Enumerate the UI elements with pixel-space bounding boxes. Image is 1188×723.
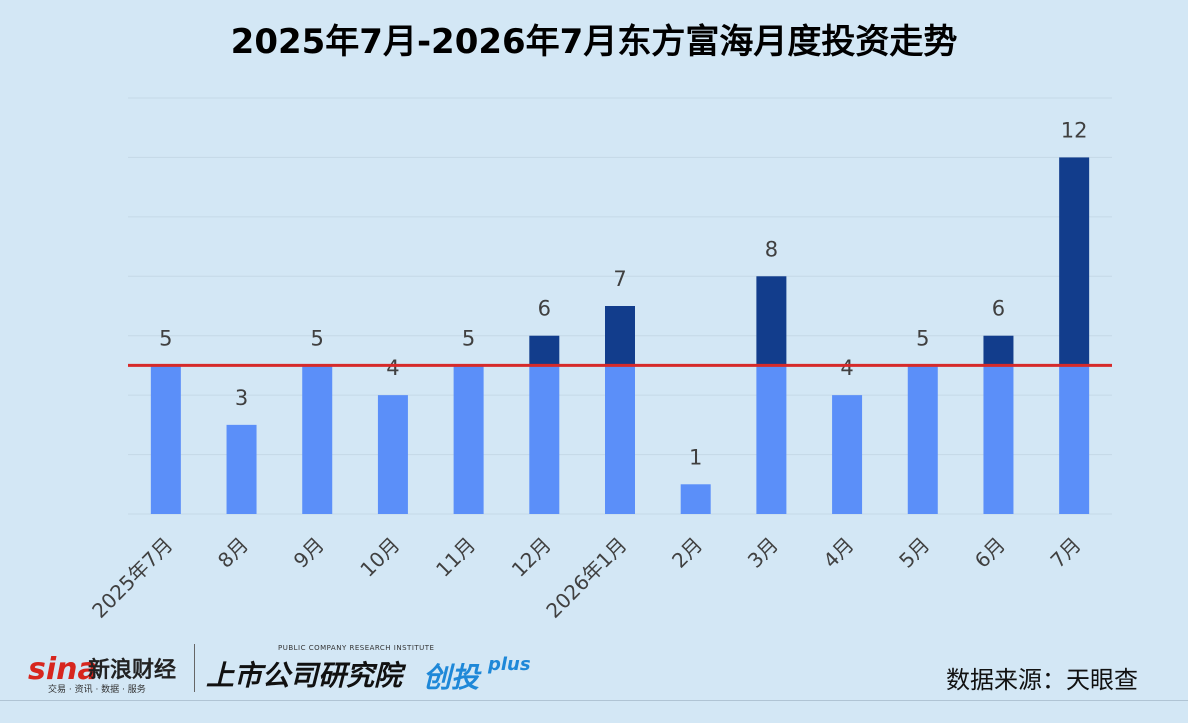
- bar-base: [832, 395, 863, 514]
- data-label: 1: [689, 445, 702, 469]
- x-tick-label: 8月: [213, 533, 253, 573]
- data-source: 数据来源：天眼查: [946, 666, 1138, 694]
- bar-excess: [605, 306, 635, 366]
- x-tick-label: 2025年7月: [87, 533, 177, 623]
- data-label: 7: [613, 267, 626, 291]
- brand-divider: [194, 644, 195, 692]
- x-tick-label: 10月: [355, 533, 404, 582]
- bottom-divider: [0, 700, 1188, 701]
- data-label: 8: [765, 237, 778, 261]
- bar-base: [150, 365, 181, 514]
- data-label: 6: [992, 297, 1005, 321]
- x-tick-label: 9月: [289, 533, 329, 573]
- x-tick-label: 3月: [743, 533, 783, 573]
- x-tick-label: 2月: [667, 533, 707, 573]
- data-label: 5: [159, 326, 172, 350]
- x-tick-label: 12月: [507, 533, 556, 582]
- data-label: 5: [311, 326, 324, 350]
- brand-subtitle: PUBLIC COMPANY RESEARCH INSTITUTE: [278, 644, 435, 652]
- bar-base: [756, 365, 787, 514]
- bar-excess: [983, 335, 1014, 366]
- data-labels: 5 3 5 4 5 6 7 1 8 4 5 6 12: [159, 118, 1087, 469]
- bar-excess: [756, 276, 787, 366]
- bars: [150, 157, 1090, 514]
- bar-base: [529, 365, 560, 514]
- x-tick-label: 11月: [431, 533, 480, 582]
- data-label: 3: [235, 386, 248, 410]
- x-tick-label: 7月: [1046, 533, 1086, 573]
- x-tick-label: 2026年1月: [541, 533, 631, 623]
- bar-excess: [529, 335, 560, 366]
- research-institute-name: 上市公司研究院: [206, 659, 403, 692]
- chart-title: 2025年7月-2026年7月东方富海月度投资走势: [230, 22, 958, 62]
- bar-base: [302, 365, 333, 514]
- venture-brand-plus: plus: [488, 654, 531, 675]
- bar-base: [226, 424, 257, 514]
- bar-base: [680, 484, 711, 514]
- sina-tagline: 交易 · 资讯 · 数据 · 服务: [48, 685, 146, 695]
- data-label: 4: [386, 356, 399, 380]
- data-label: 6: [538, 297, 551, 321]
- sina-finance-name: 新浪财经: [88, 658, 177, 683]
- venture-brand: 创投: [423, 661, 480, 694]
- data-label: 12: [1061, 118, 1088, 142]
- bar-excess: [1059, 157, 1090, 366]
- x-tick-label: 4月: [818, 533, 858, 573]
- data-label: 5: [916, 326, 929, 350]
- data-label: 4: [840, 356, 853, 380]
- bar-base: [907, 365, 938, 514]
- sina-logo: sina: [28, 652, 98, 687]
- bar-chart: 5 3 5 4 5 6 7 1 8 4 5 6 12 2025年7月 8月 9月 10月 11月 12月2026年…: [87, 97, 1112, 623]
- data-label: 5: [462, 326, 475, 350]
- x-tick-label: 5月: [894, 533, 934, 573]
- bar-base: [377, 395, 408, 514]
- bar-base: [1059, 365, 1090, 514]
- x-tick-label: 6月: [970, 533, 1010, 573]
- bar-base: [453, 365, 484, 514]
- bar-base: [983, 365, 1014, 514]
- bar-base: [605, 365, 635, 514]
